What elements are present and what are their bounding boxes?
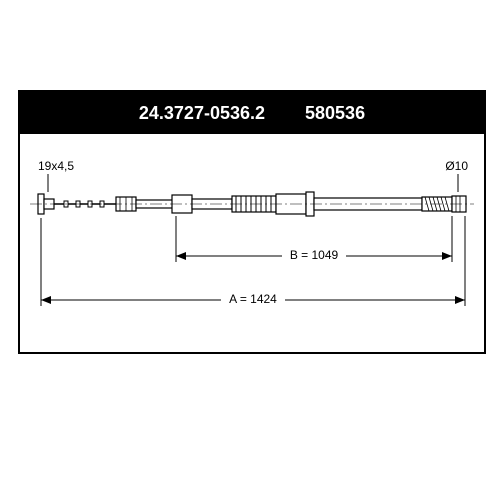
dim-a-label: A = 1424 [229, 292, 277, 306]
diagram-frame: 24.3727-0536.2 580536 19x4,5 Ø10 [18, 90, 486, 354]
header-bar: 24.3727-0536.2 580536 [20, 92, 484, 134]
dimension-a: A = 1424 [41, 216, 465, 306]
dim-b-label: B = 1049 [290, 248, 339, 262]
part-code: 580536 [305, 103, 365, 124]
part-number: 24.3727-0536.2 [139, 103, 265, 124]
left-end-label: 19x4,5 [38, 159, 74, 173]
cable-diagram: 19x4,5 Ø10 [20, 134, 484, 350]
dimension-b: B = 1049 [176, 216, 452, 262]
right-end-label: Ø10 [445, 159, 468, 173]
